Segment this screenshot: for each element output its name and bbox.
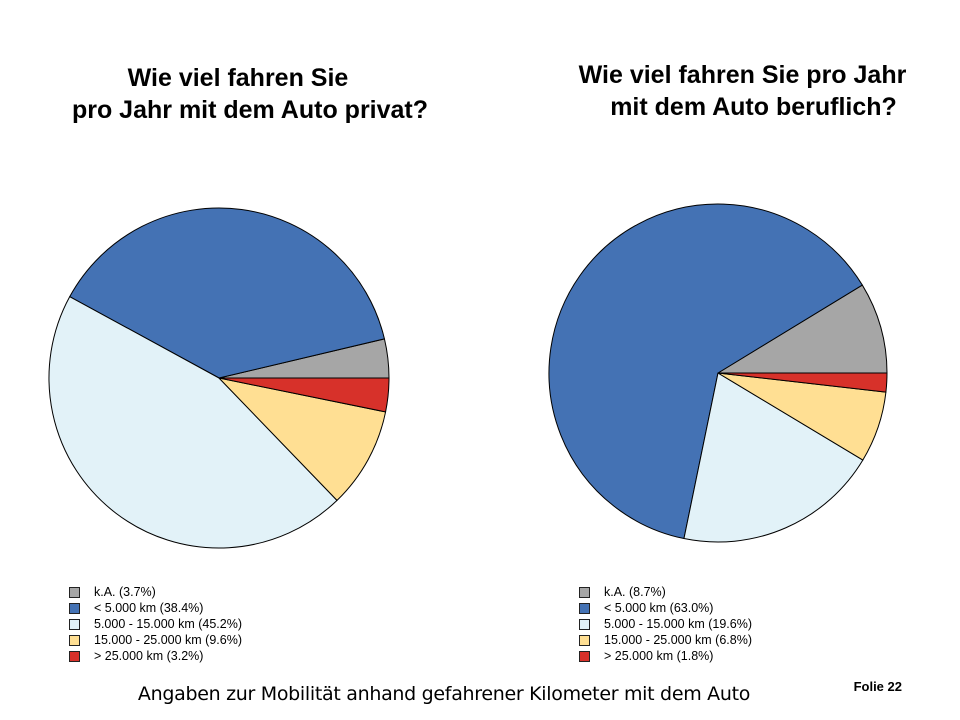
chart-title-line: Wie viel fahren Sie pro Jahr	[578, 61, 907, 89]
legend-swatch	[69, 634, 80, 646]
legend-item: > 25.000 km (1.8%)	[579, 648, 752, 664]
legend-item: 5.000 - 15.000 km (45.2%)	[69, 616, 242, 632]
legend-business: k.A. (8.7%) < 5.000 km (63.0%) 5.000 - 1…	[579, 584, 752, 664]
legend-label: < 5.000 km (38.4%)	[94, 601, 204, 615]
legend-swatch	[69, 650, 80, 662]
legend-label: 15.000 - 25.000 km (9.6%)	[94, 633, 242, 647]
pie-slice-over-25000	[717, 372, 888, 393]
legend-swatch	[69, 586, 80, 598]
legend-item: < 5.000 km (38.4%)	[69, 600, 242, 616]
chart-title-private: Wie viel fahren Sie pro Jahr mit dem Aut…	[40, 62, 460, 126]
pie-slice-ka	[717, 284, 888, 374]
legend-label: > 25.000 km (3.2%)	[94, 649, 204, 663]
legend-swatch	[579, 586, 590, 598]
legend-label: 5.000 - 15.000 km (19.6%)	[604, 617, 752, 631]
legend-item: 15.000 - 25.000 km (6.8%)	[579, 632, 752, 648]
slide-caption: Angaben zur Mobilität anhand gefahrener …	[137, 683, 751, 705]
legend-label: k.A. (8.7%)	[604, 585, 666, 599]
pie-slice-15000-25000	[218, 377, 387, 501]
legend-swatch	[579, 650, 590, 662]
legend-label: < 5.000 km (63.0%)	[604, 601, 714, 615]
legend-item: k.A. (3.7%)	[69, 584, 242, 600]
legend-swatch	[579, 618, 590, 630]
legend-label: 15.000 - 25.000 km (6.8%)	[604, 633, 752, 647]
legend-private: k.A. (3.7%) < 5.000 km (38.4%) 5.000 - 1…	[69, 584, 242, 664]
pie-slice-over-25000	[218, 377, 390, 413]
legend-item: < 5.000 km (63.0%)	[579, 600, 752, 616]
pie-slice-under-5000	[69, 207, 385, 379]
legend-swatch	[69, 618, 80, 630]
legend-swatch	[579, 634, 590, 646]
legend-swatch	[69, 602, 80, 614]
pie-slice-5000-15000	[683, 372, 864, 543]
pie-chart-private	[48, 207, 390, 549]
chart-title-line: mit dem Auto beruflich?	[610, 93, 897, 121]
pie-chart-business	[548, 203, 888, 543]
legend-swatch	[579, 602, 590, 614]
legend-item: k.A. (8.7%)	[579, 584, 752, 600]
legend-item: > 25.000 km (3.2%)	[69, 648, 242, 664]
chart-title-business: Wie viel fahren Sie pro Jahr mit dem Aut…	[545, 59, 940, 123]
chart-title-line: pro Jahr mit dem Auto privat?	[71, 96, 429, 124]
legend-item: 15.000 - 25.000 km (9.6%)	[69, 632, 242, 648]
legend-label: k.A. (3.7%)	[94, 585, 156, 599]
chart-title-line: Wie viel fahren Sie	[127, 64, 349, 92]
slide-number: Folie 22	[853, 679, 902, 694]
pie-slice-under-5000	[548, 203, 863, 540]
legend-label: 5.000 - 15.000 km (45.2%)	[94, 617, 242, 631]
pie-slice-5000-15000	[48, 296, 338, 549]
legend-label: > 25.000 km (1.8%)	[604, 649, 714, 663]
legend-item: 5.000 - 15.000 km (19.6%)	[579, 616, 752, 632]
